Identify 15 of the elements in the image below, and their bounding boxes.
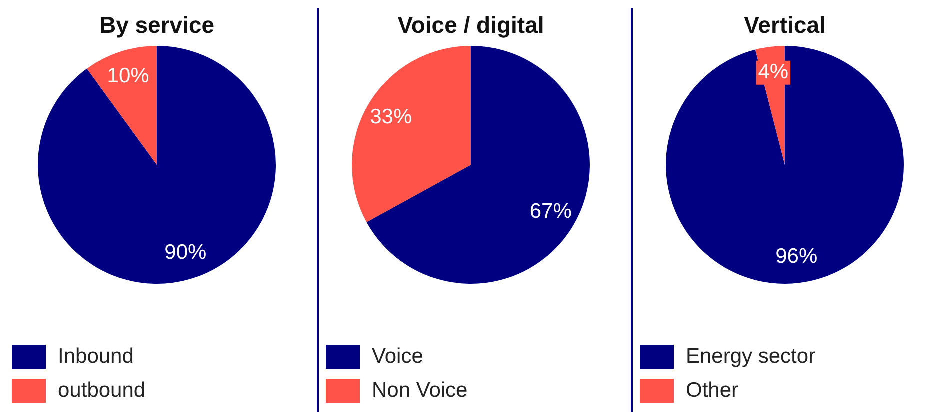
legend-label: outbound: [58, 379, 146, 403]
legend-label: Voice: [372, 345, 424, 369]
data-label: 67%: [530, 200, 572, 224]
data-label: 33%: [370, 106, 412, 129]
legend-label: Energy sector: [686, 345, 816, 369]
data-label: 96%: [776, 244, 818, 268]
legend-label: Inbound: [58, 345, 134, 369]
data-label: 4%: [758, 60, 789, 84]
legend-label: Non Voice: [372, 379, 468, 403]
chart-title: Voice / digital: [396, 12, 546, 40]
data-label: 10%: [107, 64, 150, 88]
legend-label: Other: [686, 379, 739, 403]
chart-title: Vertical: [743, 12, 827, 40]
data-label: 90%: [164, 241, 207, 264]
chart-title: By service: [98, 12, 216, 40]
